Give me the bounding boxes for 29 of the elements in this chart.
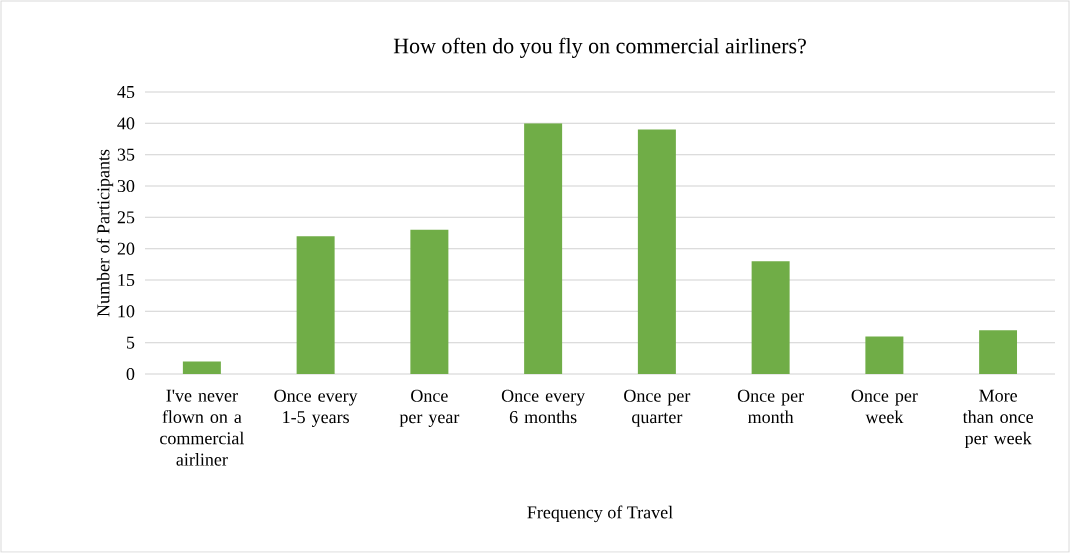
y-tick-label: 5 (127, 336, 135, 349)
bar (637, 129, 676, 374)
bar (410, 229, 449, 374)
y-tick-label: 0 (126, 367, 135, 381)
x-tick-label: Once every 1-5 years (274, 389, 358, 427)
bar (524, 123, 563, 374)
bar (182, 361, 221, 374)
chart-title: How often do you fly on commercial airliners? (393, 37, 806, 58)
y-tick-label: 40 (117, 117, 135, 130)
y-tick-label: 30 (117, 179, 135, 193)
bar (979, 330, 1018, 374)
x-tick-label: Once every 6 months (501, 389, 586, 424)
bar (296, 236, 335, 374)
x-axis-title: Frequency of Travel (527, 505, 673, 523)
bar (865, 336, 904, 374)
y-tick-label: 10 (118, 305, 135, 318)
x-tick-label: More than once per week (962, 389, 1033, 449)
bar (751, 261, 790, 374)
y-tick-label: 35 (117, 148, 135, 161)
y-axis-title: Number of Participants (96, 149, 114, 317)
x-tick-label: Once per year (399, 389, 460, 427)
y-tick-label: 20 (117, 242, 135, 255)
y-tick-label: 15 (118, 273, 135, 287)
y-tick-label: 25 (117, 211, 135, 224)
x-tick-label: Once per week (851, 389, 918, 424)
x-tick-label: Once per month (737, 389, 804, 424)
x-tick-label: Once per quarter (624, 389, 691, 427)
y-tick-label: 45 (117, 85, 135, 99)
x-tick-label: I've never flown on a commercial airliner (160, 389, 245, 466)
